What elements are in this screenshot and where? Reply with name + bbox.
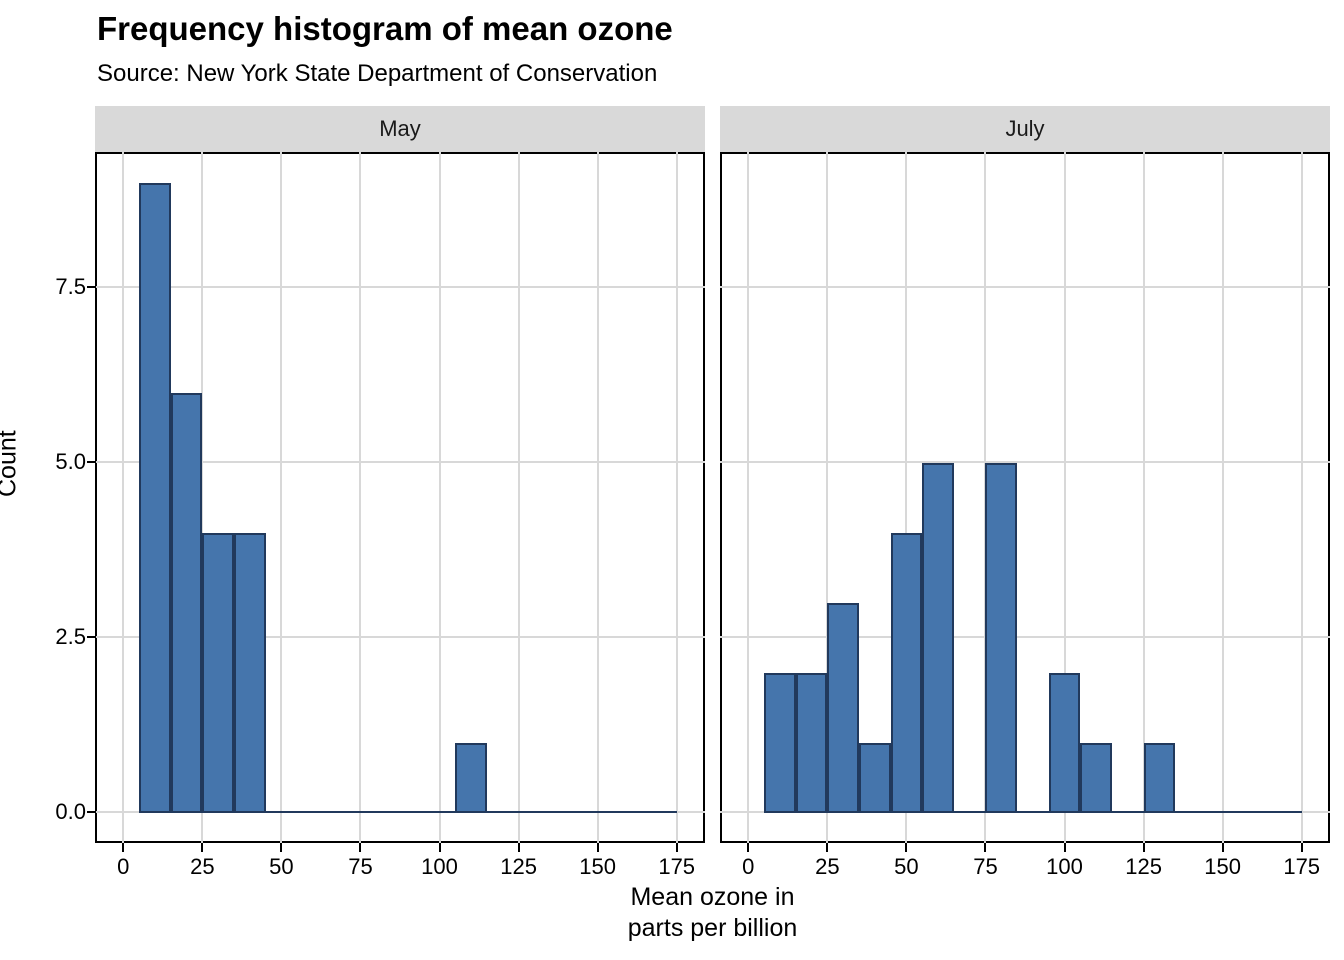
x-tick-label: 75 — [973, 854, 998, 879]
plot-area-may — [95, 152, 705, 843]
y-tick-mark — [87, 810, 96, 813]
x-tick-label: 175 — [1283, 854, 1321, 879]
histogram-bar — [1048, 672, 1081, 813]
x-tick-label: 50 — [269, 854, 294, 879]
gridline-vertical — [438, 152, 441, 843]
x-tick-mark — [359, 843, 362, 852]
x-tick-mark — [201, 843, 204, 852]
gridline-horizontal — [720, 286, 1330, 289]
histogram-bar — [922, 462, 954, 813]
gridline-vertical — [826, 152, 829, 843]
x-tick-mark — [280, 843, 283, 852]
x-tick-label: 150 — [579, 854, 616, 879]
gridline-vertical — [201, 152, 204, 843]
gridline-vertical — [1300, 152, 1303, 843]
zero-baseline — [764, 810, 1302, 813]
facet-strip-may: May — [95, 106, 705, 152]
facet-strip-label: May — [379, 116, 421, 141]
panel-may — [95, 152, 705, 843]
plot-area-july — [720, 152, 1330, 843]
y-tick-label: 2.5 — [55, 623, 86, 649]
gridline-horizontal — [95, 286, 705, 289]
histogram-bar — [202, 532, 234, 813]
x-tick-mark — [438, 843, 441, 852]
x-tick-label: 0 — [742, 854, 755, 879]
facet-strip-label: July — [1005, 116, 1045, 141]
gridline-horizontal — [95, 460, 705, 463]
x-tick-label: 100 — [1046, 854, 1083, 879]
x-tick-mark — [517, 843, 520, 852]
histogram-bar — [139, 183, 171, 813]
x-tick-mark — [1221, 843, 1224, 852]
histogram-bar — [795, 672, 828, 813]
x-tick-mark — [905, 843, 908, 852]
x-axis-title: Mean ozone in parts per billion — [95, 882, 1330, 944]
histogram-bar — [890, 532, 923, 813]
x-tick-mark — [747, 843, 750, 852]
facet-strip-july: July — [720, 106, 1330, 152]
histogram-bar — [1143, 742, 1176, 813]
page-subtitle: Source: New York State Department of Con… — [97, 60, 658, 87]
x-axis-title-line1: Mean ozone in — [630, 883, 795, 911]
y-axis-title: Count — [0, 430, 22, 497]
x-tick-mark — [1142, 843, 1145, 852]
x-tick-label: 0 — [117, 854, 130, 879]
gridline-vertical — [122, 152, 125, 843]
x-tick-mark — [1300, 843, 1303, 852]
x-tick-label: 100 — [421, 854, 458, 879]
histogram-bar — [170, 393, 203, 813]
x-axis-may: 0 25 50 75 100 125 150 175 — [95, 843, 705, 883]
x-tick-mark — [826, 843, 829, 852]
x-tick-mark — [675, 843, 678, 852]
page-title: Frequency histogram of mean ozone — [97, 10, 673, 47]
histogram-bar — [455, 742, 487, 813]
x-axis-july: 0 25 50 75 100 125 150 175 — [720, 843, 1330, 883]
histogram-bar — [827, 602, 859, 813]
x-tick-mark — [1063, 843, 1066, 852]
y-tick-mark — [87, 635, 96, 638]
y-tick-mark — [87, 460, 96, 463]
x-tick-mark — [596, 843, 599, 852]
histogram-bar — [233, 532, 266, 813]
x-tick-label: 125 — [1125, 854, 1162, 879]
y-tick-label: 5.0 — [55, 448, 86, 474]
x-tick-label: 25 — [815, 854, 840, 879]
gridline-vertical — [905, 152, 908, 843]
y-tick-label: 7.5 — [55, 274, 86, 300]
gridline-vertical — [747, 152, 750, 843]
histogram-bar — [764, 672, 796, 813]
zero-baseline — [139, 810, 677, 813]
x-tick-label: 150 — [1204, 854, 1241, 879]
histogram-bar — [985, 462, 1018, 813]
x-tick-label: 50 — [894, 854, 919, 879]
gridline-vertical — [517, 152, 520, 843]
gridline-vertical — [596, 152, 599, 843]
gridline-vertical — [675, 152, 678, 843]
y-tick-mark — [87, 286, 96, 289]
gridline-horizontal — [720, 635, 1330, 638]
x-tick-label: 25 — [190, 854, 215, 879]
x-axis-title-line2: parts per billion — [627, 914, 798, 942]
gridline-vertical — [1221, 152, 1224, 843]
gridline-horizontal — [95, 635, 705, 638]
histogram-bar — [1080, 742, 1112, 813]
histogram-bar — [858, 742, 891, 813]
gridline-vertical — [1063, 152, 1066, 843]
gridline-vertical — [280, 152, 283, 843]
x-tick-label: 75 — [348, 854, 373, 879]
x-tick-label: 125 — [500, 854, 537, 879]
x-tick-label: 175 — [658, 854, 696, 879]
x-tick-mark — [984, 843, 987, 852]
gridline-vertical — [359, 152, 362, 843]
y-tick-label: 0.0 — [55, 798, 86, 824]
gridline-vertical — [1142, 152, 1145, 843]
panel-july — [720, 152, 1330, 843]
x-tick-mark — [122, 843, 125, 852]
gridline-horizontal — [720, 460, 1330, 463]
